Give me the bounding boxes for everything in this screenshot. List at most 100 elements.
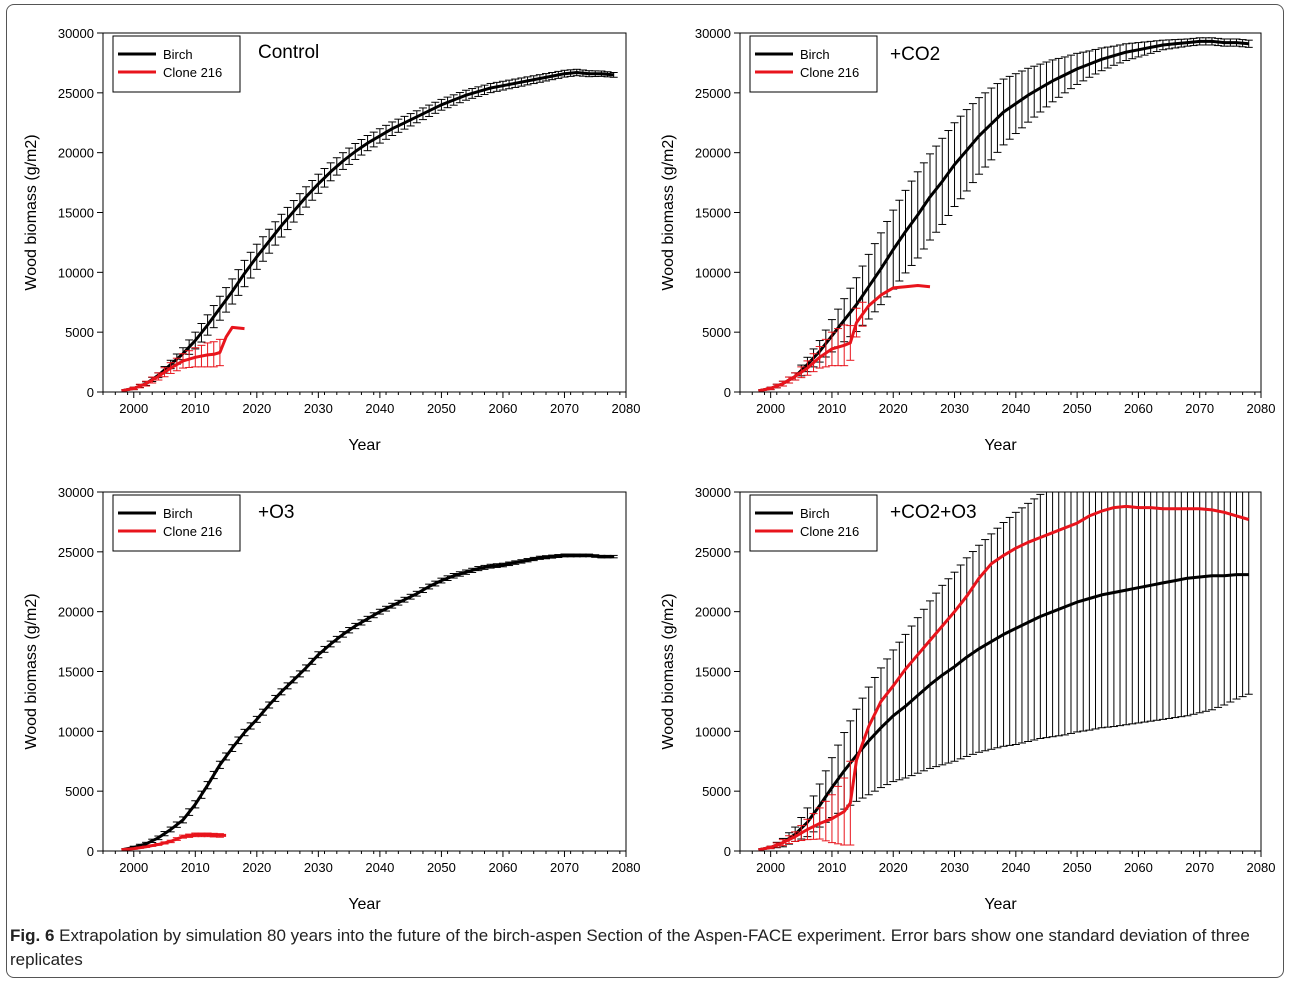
- figure-frame: [6, 4, 1284, 978]
- x-tick-label: 2030: [940, 860, 969, 875]
- x-tick-label: 2060: [488, 401, 517, 416]
- plot-area: [121, 553, 618, 851]
- x-axis-label: Year: [984, 896, 1017, 913]
- series-line-birch: [121, 71, 614, 392]
- y-tick-label: 20000: [695, 146, 731, 161]
- x-tick-label: 2010: [817, 860, 846, 875]
- legend-box: [112, 35, 241, 93]
- legend: Birch Clone 216: [112, 494, 241, 552]
- y-tick-label: 30000: [695, 485, 731, 500]
- x-tick-label: 2070: [550, 401, 579, 416]
- chart-panel-1: 2000 2010 2020 2030 2040 2050 2060 2070 2080 0 500…: [23, 26, 640, 454]
- chart-panel-3: 2000 2010 2020 2030 2040 2050 2060 2070 2080 0 500…: [23, 485, 640, 913]
- error-bars-clone-216: [766, 301, 867, 391]
- x-tick-label: 2060: [488, 860, 517, 875]
- y-tick-label: 5000: [65, 325, 94, 340]
- y-axis-label: Wood biomass (g/m2): [660, 593, 677, 749]
- error-bars-birch: [129, 553, 618, 850]
- y-tick-label: 20000: [695, 605, 731, 620]
- y-tick-label: 30000: [58, 26, 94, 41]
- y-tick-label: 30000: [695, 26, 731, 41]
- x-tick-label: 2080: [1247, 401, 1276, 416]
- x-tick-label: 2000: [119, 860, 148, 875]
- series-line-clone-216: [758, 284, 931, 392]
- y-axis-label: Wood biomass (g/m2): [23, 593, 40, 749]
- legend-box: [749, 35, 878, 93]
- y-axis-label: Wood biomass (g/m2): [660, 134, 677, 290]
- x-axis-label: Year: [348, 437, 381, 454]
- x-tick-label: 2050: [1063, 860, 1092, 875]
- x-tick-label: 2080: [612, 860, 641, 875]
- x-tick-label: 2010: [817, 401, 846, 416]
- x-tick-label: 2020: [879, 401, 908, 416]
- x-tick-label: 2050: [427, 860, 456, 875]
- y-tick-label: 10000: [58, 724, 94, 739]
- y-tick-label: 5000: [702, 325, 731, 340]
- x-tick-label: 2070: [550, 860, 579, 875]
- plot-area: [758, 37, 1253, 392]
- legend-box: [749, 494, 878, 552]
- panel-title: +O3: [258, 502, 294, 523]
- figure-caption: Fig. 6 Extrapolation by simulation 80 ye…: [10, 924, 1280, 972]
- legend-entry: Clone 216: [800, 524, 859, 539]
- y-tick-label: 15000: [695, 665, 731, 680]
- y-tick-label: 25000: [58, 86, 94, 101]
- legend-entry: Clone 216: [163, 524, 222, 539]
- plot-area: [758, 492, 1253, 851]
- x-tick-label: 2070: [1185, 401, 1214, 416]
- legend: Birch Clone 216: [749, 35, 878, 93]
- y-tick-label: 5000: [702, 784, 731, 799]
- x-tick-label: 2030: [304, 860, 333, 875]
- y-tick-label: 20000: [58, 146, 94, 161]
- x-tick-label: 2030: [304, 401, 333, 416]
- panel-title: +CO2+O3: [890, 502, 977, 523]
- legend: Birch Clone 216: [749, 494, 878, 552]
- x-tick-label: 2060: [1124, 401, 1153, 416]
- y-tick-label: 0: [724, 385, 731, 400]
- y-tick-label: 0: [87, 844, 94, 859]
- x-tick-label: 2050: [1063, 401, 1092, 416]
- y-axis-label: Wood biomass (g/m2): [23, 134, 40, 290]
- y-tick-label: 10000: [695, 265, 731, 280]
- x-tick-label: 2070: [1185, 860, 1214, 875]
- legend: Birch Clone 216: [112, 35, 241, 93]
- x-tick-label: 2080: [612, 401, 641, 416]
- legend-entry: Birch: [800, 47, 830, 62]
- y-tick-label: 0: [87, 385, 94, 400]
- panel-title: Control: [258, 42, 319, 63]
- y-tick-label: 5000: [65, 784, 94, 799]
- x-tick-label: 2040: [1001, 401, 1030, 416]
- x-tick-label: 2040: [365, 401, 394, 416]
- y-tick-label: 25000: [695, 86, 731, 101]
- x-tick-label: 2040: [1001, 860, 1030, 875]
- x-axis-label: Year: [984, 437, 1017, 454]
- x-tick-label: 2080: [1247, 860, 1276, 875]
- x-tick-label: 2040: [365, 860, 394, 875]
- x-axis-label: Year: [348, 896, 381, 913]
- y-tick-label: 25000: [695, 545, 731, 560]
- y-tick-label: 15000: [695, 206, 731, 221]
- x-tick-label: 2000: [756, 860, 785, 875]
- chart-panel-4: 2000 2010 2020 2030 2040 2050 2060 2070 2080 0 500…: [660, 485, 1276, 913]
- x-tick-label: 2030: [940, 401, 969, 416]
- series-line-birch: [758, 39, 1249, 392]
- y-tick-label: 10000: [58, 265, 94, 280]
- series-line-clone-216: [758, 504, 1250, 851]
- x-tick-label: 2020: [242, 860, 271, 875]
- legend-entry: Clone 216: [163, 65, 222, 80]
- y-tick-label: 20000: [58, 605, 94, 620]
- chart-panel-2: 2000 2010 2020 2030 2040 2050 2060 2070 2080 0 500…: [660, 26, 1275, 454]
- x-tick-label: 2060: [1124, 860, 1153, 875]
- y-tick-label: 25000: [58, 545, 94, 560]
- error-bars-birch: [129, 68, 618, 391]
- x-tick-label: 2010: [181, 401, 210, 416]
- x-tick-label: 2020: [242, 401, 271, 416]
- x-tick-label: 2000: [756, 401, 785, 416]
- plot-area: [121, 68, 618, 392]
- series-line-birch: [758, 573, 1249, 851]
- legend-entry: Birch: [163, 47, 193, 62]
- y-tick-label: 0: [724, 844, 731, 859]
- caption-label: Fig. 6: [10, 926, 55, 945]
- legend-entry: Birch: [163, 506, 193, 521]
- y-tick-label: 15000: [58, 206, 94, 221]
